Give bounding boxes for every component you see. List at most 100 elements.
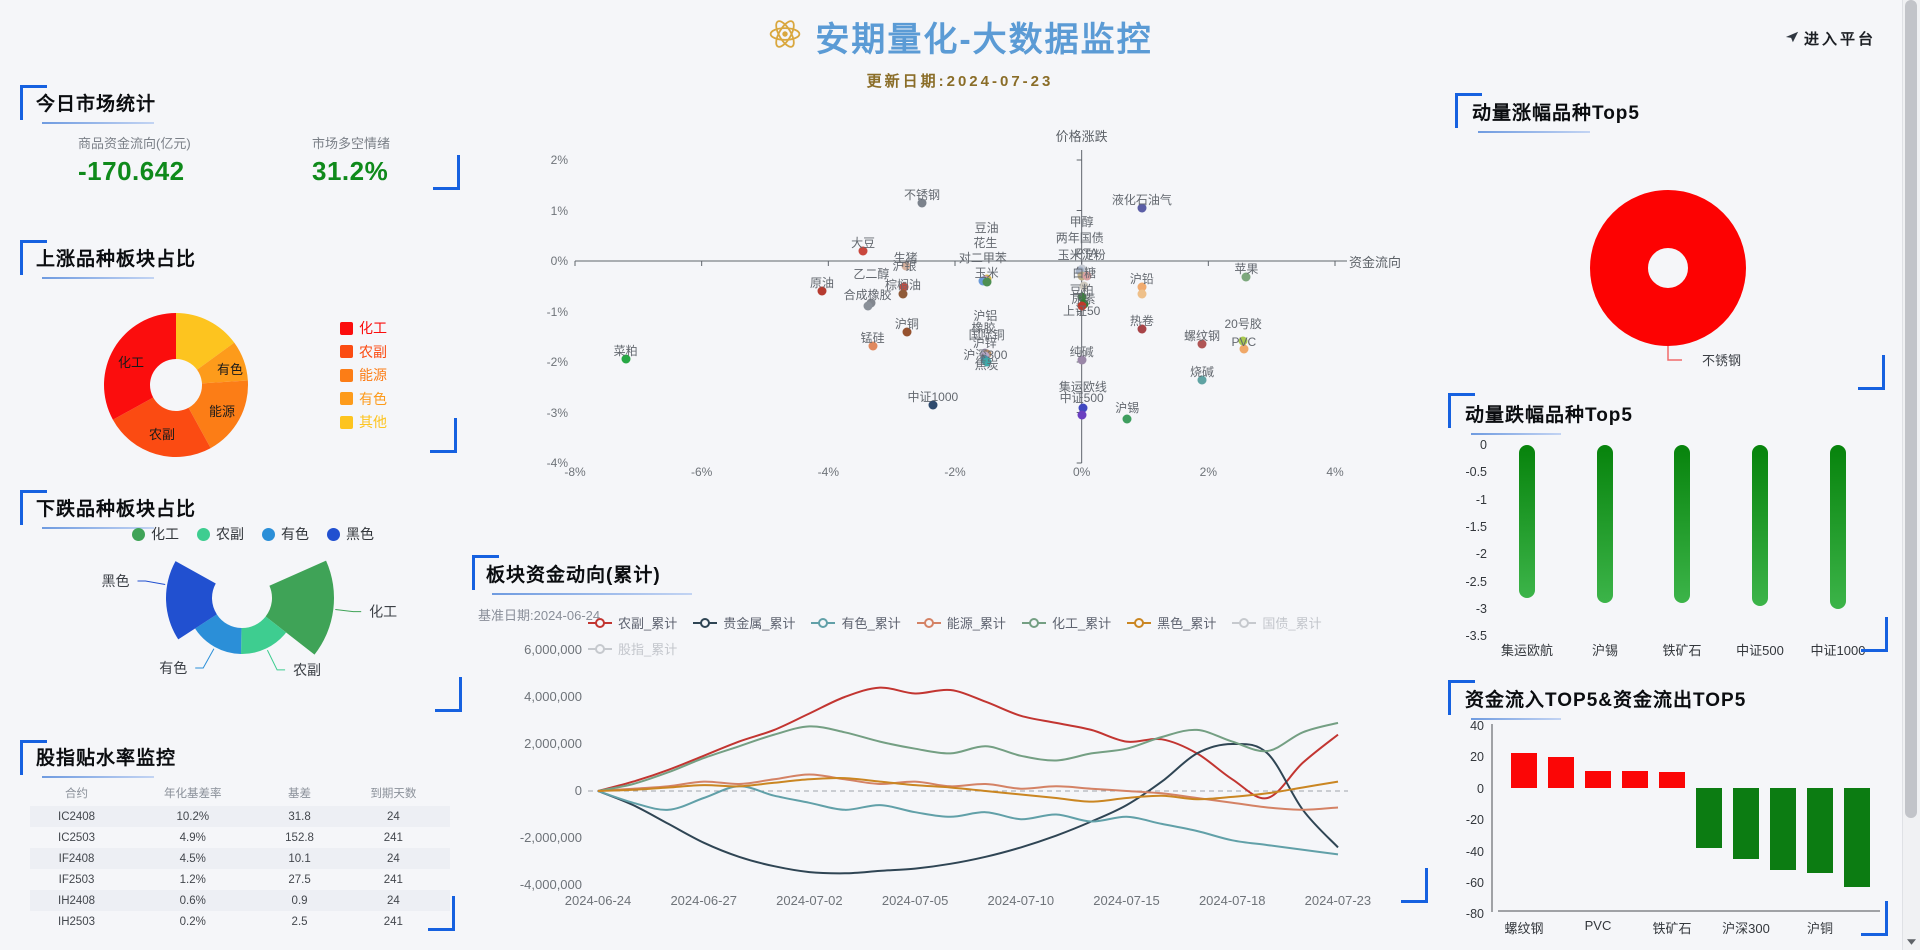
slice-label: 化工	[118, 355, 144, 370]
table-cell: 27.5	[288, 873, 311, 886]
title-underline	[42, 527, 154, 529]
x-tick-label: 2024-07-02	[776, 893, 843, 908]
scatter-point-label: 合成橡胶	[843, 288, 892, 303]
donut-label: 不锈钢	[1702, 353, 1741, 368]
y-tick-label: 0	[1477, 781, 1484, 796]
label-line	[195, 648, 215, 669]
scatter-point	[1078, 403, 1088, 413]
panel-title: 资金流入TOP5&资金流出TOP5	[1465, 690, 1747, 711]
bar	[1659, 772, 1685, 788]
column-header: 合约	[65, 788, 89, 800]
legend-item[interactable]: 其他	[340, 412, 387, 432]
scroll-down-button[interactable]	[1903, 933, 1920, 950]
y-tick-label: 40	[1470, 719, 1484, 733]
x-tick-label: 2024-07-18	[1198, 893, 1266, 908]
pie-slice	[112, 397, 211, 457]
scatter-point	[899, 282, 909, 292]
y-tick-label: -3.5	[1465, 629, 1487, 644]
panel-title: 动量跌幅品种Top5	[1465, 405, 1633, 426]
legend-item[interactable]: 农副_累计	[588, 613, 677, 632]
scatter-point-label: 棕榈油	[885, 278, 922, 293]
table-cell: 24	[386, 852, 400, 865]
x-category-label: 铁矿石	[1652, 921, 1692, 936]
bar	[1548, 756, 1574, 788]
scatter-point	[863, 301, 873, 311]
scatter-point	[1075, 266, 1085, 276]
corner-decoration	[20, 85, 47, 120]
scrollbar[interactable]	[1902, 0, 1920, 950]
legend-item[interactable]: 贵金属_累计	[693, 613, 795, 632]
rose-label: 化工	[369, 604, 397, 620]
scatter-point-label: 中证500	[1059, 391, 1104, 406]
scatter-point-label: 液化石油气	[1111, 192, 1172, 207]
scrollbar-thumb[interactable]	[1905, 0, 1917, 818]
paper-plane-icon	[1785, 30, 1799, 48]
legend-item[interactable]: 化工	[132, 524, 179, 544]
legend-line-icon	[693, 617, 718, 629]
legend-item[interactable]: 有色	[340, 389, 387, 409]
scatter-point-label: 国际铜	[968, 327, 1005, 342]
scatter-point	[928, 400, 938, 410]
column-header: 基差	[288, 788, 312, 800]
base-date: 基准日期:2024-06-24	[478, 608, 601, 623]
falling-legend: 化工 农副 有色 黑色	[132, 524, 374, 544]
title-underline	[1478, 131, 1590, 133]
legend-item[interactable]: 有色	[262, 524, 309, 544]
table-cell: 1.2%	[179, 873, 206, 886]
pie-slice	[104, 313, 176, 420]
legend-item[interactable]: 化工_累计	[1021, 613, 1111, 632]
panel-momentum-gainers: 动量涨幅品种Top5 不锈钢	[1455, 90, 1895, 390]
x-category-label: PVC	[1584, 918, 1612, 933]
scatter-point-label: 烧碱	[1189, 364, 1215, 379]
enter-platform-button[interactable]: 进入平台	[1785, 28, 1876, 49]
line-legend-row2: 股指_累计	[588, 639, 677, 658]
y-tick-label: -2	[1475, 547, 1487, 562]
scatter-point-label: 沪锡	[1115, 400, 1140, 415]
table-row: IC2503 4.9% 152.8 241	[30, 827, 450, 848]
panel-market-stats: 今日市场统计 商品资金流向(亿元) -170.642 市场多空情绪 31.2%	[20, 85, 460, 190]
legend-item[interactable]: 化工	[340, 318, 387, 338]
scatter-point	[1082, 271, 1092, 281]
legend-item[interactable]: 农副	[340, 342, 387, 362]
x-tick-label: 2024-07-05	[881, 893, 949, 908]
line-series	[597, 721, 1339, 792]
y-tick-label: 0	[1480, 438, 1487, 452]
stat-value: 31.2%	[312, 156, 389, 186]
scatter-point	[1137, 203, 1147, 213]
corner-decoration	[20, 490, 47, 525]
rose-label: 有色	[159, 660, 187, 676]
x-tick-label: -4%	[817, 465, 839, 479]
panel-title: 下跌品种板块占比	[36, 499, 197, 520]
legend-item[interactable]: 国债_累计	[1232, 613, 1322, 632]
table-cell: 31.8	[288, 810, 311, 823]
table-row: IF2503 1.2% 27.5 241	[30, 869, 450, 890]
table-row: IH2408 0.6% 0.9 24	[30, 890, 450, 911]
label-line	[335, 609, 362, 613]
scatter-point	[1077, 410, 1087, 420]
legend-item[interactable]: 有色_累计	[811, 613, 901, 632]
bar	[1519, 445, 1535, 598]
bar	[1511, 753, 1537, 788]
legend-item[interactable]: 黑色_累计	[1127, 613, 1216, 632]
legend-item[interactable]: 农副	[197, 524, 244, 544]
corner-decoration	[435, 677, 462, 712]
pie-slice	[197, 342, 248, 384]
title-underline	[1471, 718, 1561, 720]
legend-swatch	[262, 527, 275, 541]
table-cell: IH2408	[58, 894, 96, 907]
gainers-donut-chart: 不锈钢	[1590, 190, 1746, 368]
x-tick-label: 2024-07-15	[1093, 893, 1160, 908]
table-row: IC2408 10.2% 31.8 24	[30, 806, 450, 827]
legend-item[interactable]: 能源	[340, 365, 387, 385]
bar	[1696, 788, 1722, 848]
scatter-point	[621, 354, 631, 364]
legend-swatch	[340, 415, 353, 429]
legend-item[interactable]: 能源_累计	[916, 613, 1006, 632]
x-category-label: 沪铜	[1806, 921, 1834, 936]
rose-label: 农副	[293, 662, 321, 678]
legend-item[interactable]: 股指_累计	[588, 639, 677, 658]
table-cell: 24	[386, 894, 400, 907]
legend-item[interactable]: 黑色	[327, 524, 374, 544]
basis-table: 合约 年化基差率 基差 到期天数 IC2408 10.2% 31.8 24 IC2503 4.9%…	[30, 780, 450, 932]
y-tick-label: -60	[1465, 876, 1484, 890]
